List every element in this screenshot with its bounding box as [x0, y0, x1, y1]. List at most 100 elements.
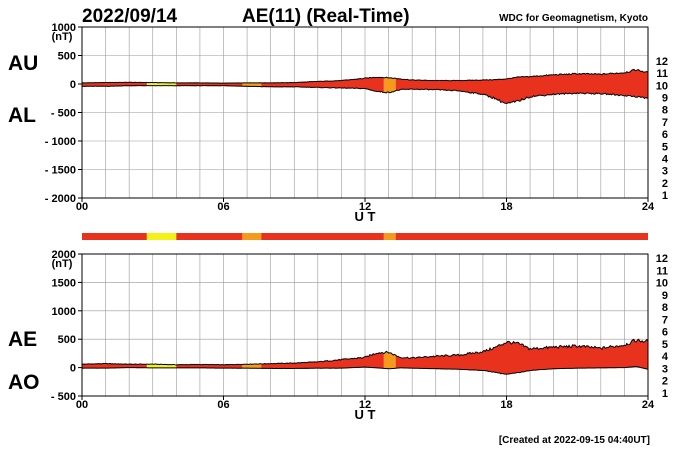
chart-title: AE(11) (Real-Time): [242, 6, 410, 27]
bottom-unit-label: (nT): [52, 258, 73, 270]
segment-group: [383, 77, 396, 93]
station-count-bar: [82, 233, 648, 240]
y-tick-label: 1000: [52, 22, 76, 34]
bottom-x-axis: 00 06 12 18 24: [76, 396, 655, 411]
al-label: AL: [8, 104, 36, 127]
lower-series-line: [81, 85, 649, 105]
station-count-label: 7: [662, 314, 668, 326]
area-fill-segment: [383, 351, 396, 369]
station-count-label: 8: [662, 105, 668, 117]
station-count-label: 6: [662, 327, 668, 339]
segment-group: [176, 364, 243, 369]
area-fill-segment: [82, 363, 147, 369]
x-tick-label: 06: [217, 201, 229, 213]
station-bar-segment: [395, 233, 648, 240]
x-tick-label: 00: [76, 399, 88, 411]
segment-group: [242, 363, 262, 369]
bottom-panel-area: [81, 338, 649, 375]
station-count-label: 1: [662, 388, 668, 400]
y-tick-label: 1500: [52, 277, 76, 289]
y-tick-label: - 2000: [45, 193, 76, 205]
station-bar-segment: [82, 233, 147, 240]
top-y-axis: 1000 500 0 - 500 - 1000 - 1500 - 2000: [45, 22, 82, 205]
station-bar-segment: [146, 233, 177, 240]
station-count-label: 6: [662, 129, 668, 141]
station-count-label: 4: [662, 351, 669, 363]
station-bar-segment: [261, 233, 384, 240]
area-fill-segment: [383, 77, 396, 93]
top-x-label: U T: [355, 209, 376, 224]
station-count-label: 9: [662, 290, 668, 302]
station-count-label: 8: [662, 302, 668, 314]
station-count-label: 5: [662, 339, 668, 351]
x-tick-label: 24: [642, 399, 655, 411]
ae-label: AE: [8, 328, 37, 351]
y-tick-label: - 1500: [45, 165, 76, 177]
created-timestamp: [Created at 2022-09-15 04:40UT]: [499, 435, 650, 446]
x-tick-label: 18: [500, 399, 512, 411]
top-panel-grid: [82, 27, 648, 198]
x-tick-label: 06: [217, 399, 229, 411]
area-fill-segment: [242, 82, 262, 87]
date-title: 2022/09/14: [82, 6, 178, 27]
station-count-label: 1: [662, 190, 668, 202]
y-tick-label: 0: [70, 363, 76, 375]
y-tick-label: - 1000: [45, 136, 76, 148]
area-fill-segment: [242, 363, 262, 369]
station-count-label: 11: [656, 265, 668, 277]
x-tick-label: 12: [359, 201, 371, 213]
station-bar-segment: [242, 233, 262, 240]
station-count-label: 2: [662, 178, 668, 190]
upper-series-line: [81, 68, 649, 84]
area-fill-segment: [395, 339, 648, 375]
top-panel-area: [81, 68, 649, 105]
y-tick-label: - 500: [51, 391, 76, 403]
station-count-label: 9: [662, 93, 668, 105]
area-fill-segment: [176, 364, 243, 369]
station-count-label: 3: [662, 363, 668, 375]
segment-group: [261, 77, 384, 93]
station-count-label: 7: [662, 117, 668, 129]
y-tick-label: 1000: [52, 306, 76, 318]
x-tick-label: 12: [359, 399, 371, 411]
segment-group: [395, 339, 648, 375]
y-tick-label: 500: [58, 334, 76, 346]
x-tick-label: 18: [500, 201, 512, 213]
station-count-label: 11: [656, 68, 668, 80]
area-fill-segment: [261, 77, 384, 93]
station-count-label: 4: [662, 153, 669, 165]
segment-group: [261, 352, 384, 369]
y-tick-label: 0: [70, 79, 76, 91]
station-count-label: 12: [656, 253, 668, 265]
x-tick-label: 24: [642, 201, 655, 213]
segment-group: [82, 363, 147, 369]
bottom-x-label: U T: [355, 407, 376, 422]
bottom-y-axis: 2000 1500 1000 500 0 - 500: [51, 249, 82, 403]
bottom-panel-grid: [82, 254, 648, 396]
y-tick-label: 500: [58, 51, 76, 63]
source-label: WDC for Geomagnetism, Kyoto: [499, 13, 648, 24]
station-bar-segment: [383, 233, 396, 240]
area-fill-segment: [395, 69, 648, 104]
segment-group: [383, 351, 396, 369]
x-tick-label: 00: [76, 201, 88, 213]
station-count-label: 5: [662, 141, 668, 153]
area-fill-segment: [261, 352, 384, 369]
au-label: AU: [8, 52, 38, 75]
ao-label: AO: [8, 371, 40, 394]
lower-series-line: [81, 366, 649, 375]
segment-group: [395, 69, 648, 104]
station-count-label: 10: [656, 80, 668, 92]
y-tick-label: 2000: [52, 249, 76, 261]
station-count-label: 10: [656, 278, 668, 290]
station-count-label: 12: [656, 56, 668, 68]
station-count-label: 2: [662, 376, 668, 388]
upper-series-line: [81, 338, 649, 366]
segment-group: [242, 82, 262, 87]
y-tick-label: - 500: [51, 108, 76, 120]
station-bar-segment: [176, 233, 243, 240]
